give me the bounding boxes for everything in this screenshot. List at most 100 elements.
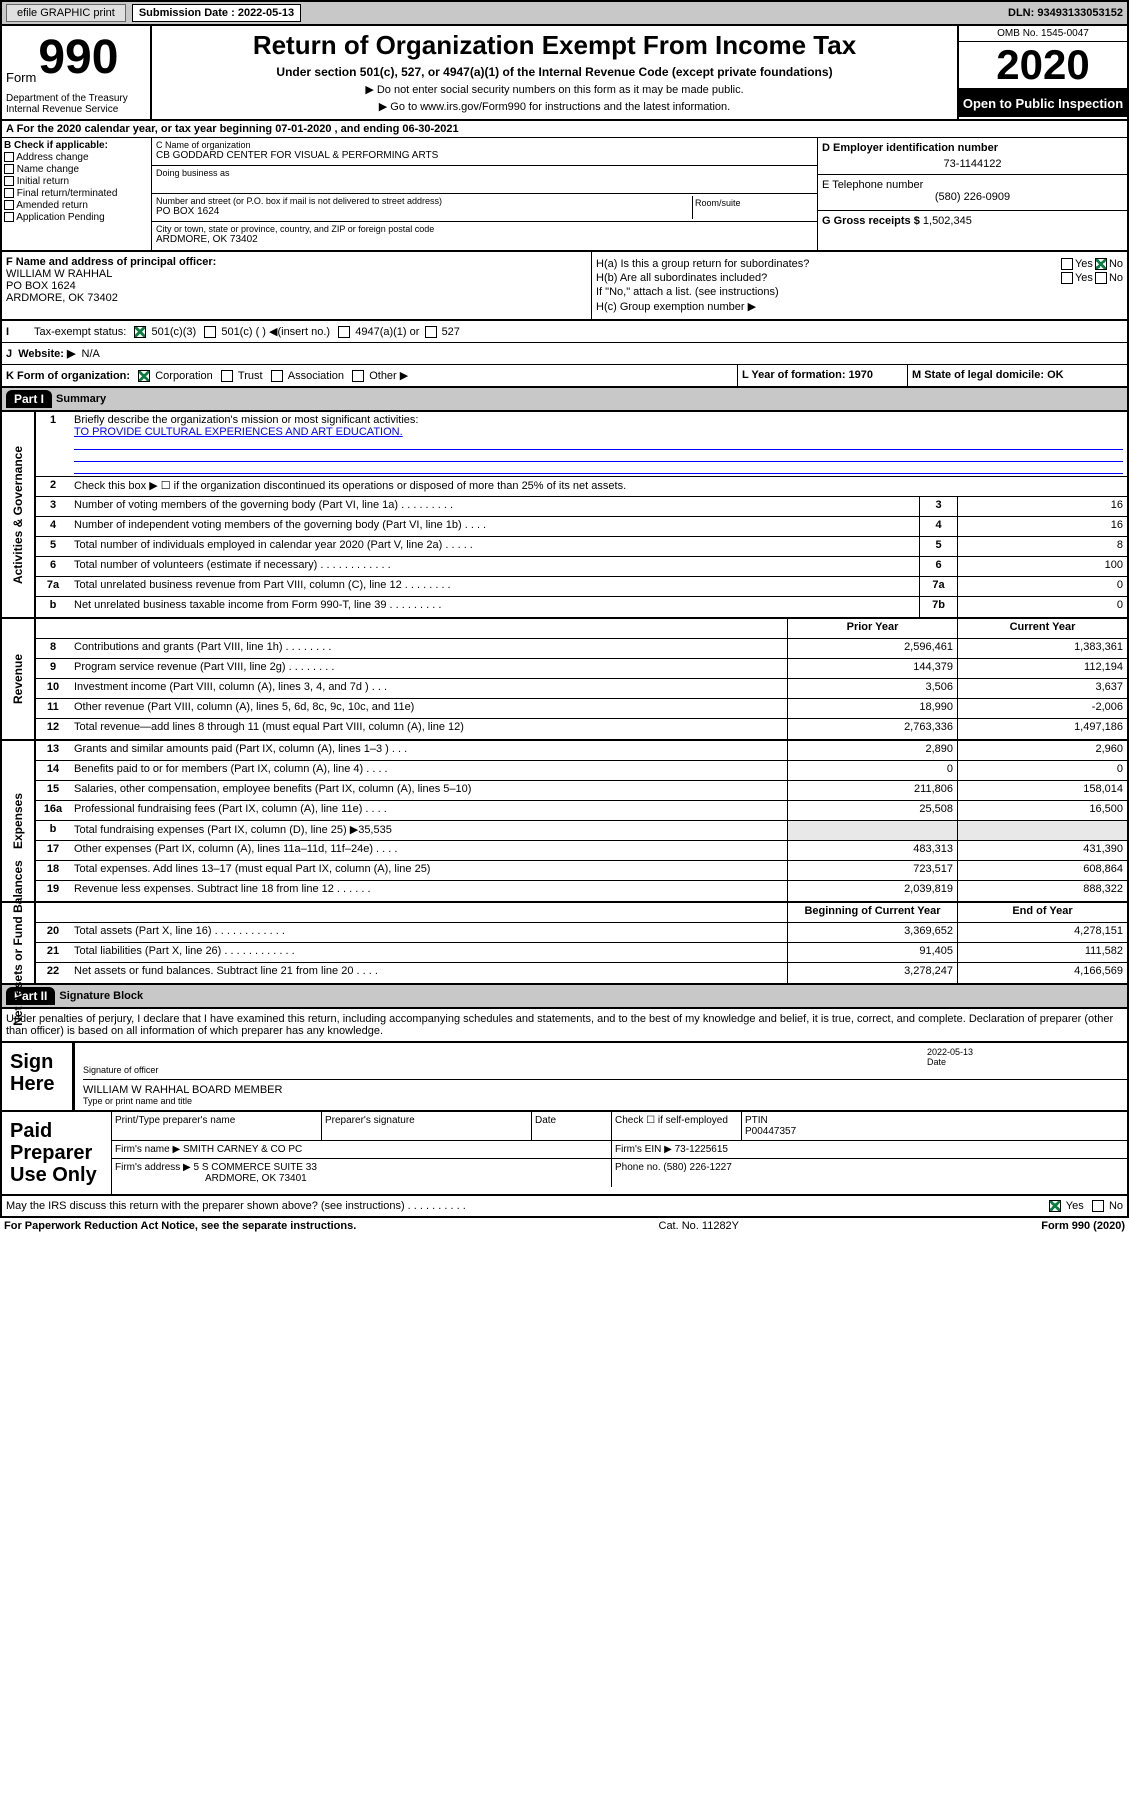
ha-label: H(a) Is this a group return for subordin… — [596, 258, 1059, 270]
line-7b-val: 0 — [957, 597, 1127, 617]
mission-text: TO PROVIDE CULTURAL EXPERIENCES AND ART … — [74, 426, 403, 438]
dept-treasury: Department of the Treasury Internal Reve… — [6, 93, 146, 115]
line-22-desc: Net assets or fund balances. Subtract li… — [70, 963, 787, 983]
cb-501c[interactable] — [204, 326, 216, 338]
line-9-prior: 144,379 — [787, 659, 957, 678]
cb-final-return[interactable]: Final return/terminated — [4, 188, 149, 199]
paperwork-footer: For Paperwork Reduction Act Notice, see … — [0, 1218, 1129, 1234]
form-footer: Form 990 (2020) — [1041, 1220, 1125, 1232]
gross-receipts-value: 1,502,345 — [923, 215, 972, 227]
line-15-prior: 211,806 — [787, 781, 957, 800]
firm-ein-label: Firm's EIN ▶ — [615, 1144, 672, 1155]
cb-501c3[interactable] — [134, 326, 146, 338]
q2-text: Check this box ▶ ☐ if the organization d… — [70, 477, 1127, 496]
ein-value: 73-1144122 — [822, 158, 1123, 170]
hb-no-cb[interactable] — [1095, 272, 1107, 284]
line-12-prior: 2,763,336 — [787, 719, 957, 739]
part-2-header: Part IISignature Block — [0, 985, 1129, 1009]
line-10-prior: 3,506 — [787, 679, 957, 698]
ha-no-cb[interactable] — [1095, 258, 1107, 270]
net-assets-section: Net Assets or Fund Balances Beginning of… — [0, 903, 1129, 985]
line-16a-curr: 16,500 — [957, 801, 1127, 820]
cb-trust[interactable] — [221, 370, 233, 382]
side-label-revenue: Revenue — [11, 654, 25, 704]
end-year-hdr: End of Year — [957, 903, 1127, 922]
line-10-desc: Investment income (Part VIII, column (A)… — [70, 679, 787, 698]
revenue-section: Revenue Prior YearCurrent Year 8Contribu… — [0, 619, 1129, 741]
efile-print-button[interactable]: efile GRAPHIC print — [6, 4, 126, 22]
subtitle-2b: ▶ Go to www.irs.gov/Form990 for instruct… — [156, 100, 953, 113]
f-label: F Name and address of principal officer: — [6, 256, 587, 268]
cb-527[interactable] — [425, 326, 437, 338]
line-16b-desc: Total fundraising expenses (Part IX, col… — [70, 821, 787, 840]
line-21-desc: Total liabilities (Part X, line 26) . . … — [70, 943, 787, 962]
expenses-section: Expenses 13Grants and similar amounts pa… — [0, 741, 1129, 903]
subtitle-1: Under section 501(c), 527, or 4947(a)(1)… — [156, 65, 953, 79]
open-inspection: Open to Public Inspection — [959, 90, 1127, 117]
prep-h1: Print/Type preparer's name — [112, 1112, 322, 1140]
line-11-curr: -2,006 — [957, 699, 1127, 718]
line-11-desc: Other revenue (Part VIII, column (A), li… — [70, 699, 787, 718]
cb-amended-return[interactable]: Amended return — [4, 200, 149, 211]
line-8-desc: Contributions and grants (Part VIII, lin… — [70, 639, 787, 658]
line-17-desc: Other expenses (Part IX, column (A), lin… — [70, 841, 787, 860]
submission-date: Submission Date : 2022-05-13 — [132, 4, 301, 22]
side-label-activities: Activities & Governance — [11, 446, 25, 584]
tel-label: E Telephone number — [822, 179, 1123, 191]
current-year-hdr: Current Year — [957, 619, 1127, 638]
line-14-desc: Benefits paid to or for members (Part IX… — [70, 761, 787, 780]
line-20-begin: 3,369,652 — [787, 923, 957, 942]
line-17-prior: 483,313 — [787, 841, 957, 860]
form-title: Return of Organization Exempt From Incom… — [156, 30, 953, 61]
hb-yes-cb[interactable] — [1061, 272, 1073, 284]
irs-discuss-row: May the IRS discuss this return with the… — [0, 1196, 1129, 1218]
firm-addr: 5 S COMMERCE SUITE 33 — [194, 1162, 317, 1173]
cb-address-change[interactable]: Address change — [4, 152, 149, 163]
sig-date: 2022-05-13 — [927, 1047, 1127, 1057]
line-9-curr: 112,194 — [957, 659, 1127, 678]
line-16b-curr — [957, 821, 1127, 840]
irs-no-cb[interactable] — [1092, 1200, 1104, 1212]
firm-addr2: ARDMORE, OK 73401 — [205, 1173, 307, 1184]
org-address: PO BOX 1624 — [156, 206, 692, 217]
gross-receipts-label: G Gross receipts $ — [822, 215, 920, 227]
line-16a-prior: 25,508 — [787, 801, 957, 820]
line-3-val: 16 — [957, 497, 1127, 516]
cb-4947[interactable] — [338, 326, 350, 338]
state-domicile: M State of legal domicile: OK — [907, 365, 1127, 386]
c-name-label: C Name of organization — [156, 140, 813, 150]
cb-name-change[interactable]: Name change — [4, 164, 149, 175]
sign-here-block: Sign Here Signature of officer 2022-05-1… — [0, 1043, 1129, 1112]
line-16a-desc: Professional fundraising fees (Part IX, … — [70, 801, 787, 820]
cb-app-pending[interactable]: Application Pending — [4, 212, 149, 223]
sig-officer-label: Signature of officer — [83, 1065, 158, 1075]
dba-label: Doing business as — [156, 168, 813, 178]
irs-yes-cb[interactable] — [1049, 1200, 1061, 1212]
subtitle-2a: ▶ Do not enter social security numbers o… — [156, 83, 953, 96]
line-19-prior: 2,039,819 — [787, 881, 957, 901]
form-number: 990 — [38, 30, 118, 85]
cb-initial-return[interactable]: Initial return — [4, 176, 149, 187]
activities-governance-section: Activities & Governance 1Briefly describ… — [0, 412, 1129, 619]
line-3-desc: Number of voting members of the governin… — [70, 497, 919, 516]
section-b-title: B Check if applicable: — [4, 140, 149, 151]
line-13-prior: 2,890 — [787, 741, 957, 760]
section-a: A For the 2020 calendar year, or tax yea… — [0, 121, 1129, 138]
cb-other[interactable] — [352, 370, 364, 382]
line-22-begin: 3,278,247 — [787, 963, 957, 983]
name-title-label: Type or print name and title — [83, 1096, 192, 1106]
firm-addr-label: Firm's address ▶ — [115, 1162, 191, 1173]
form-word: Form — [6, 70, 36, 85]
line-6-desc: Total number of volunteers (estimate if … — [70, 557, 919, 576]
cb-assoc[interactable] — [271, 370, 283, 382]
dln: DLN: 93493133053152 — [1008, 7, 1123, 19]
hb-label: H(b) Are all subordinates included? — [596, 272, 1059, 284]
cb-corp[interactable] — [138, 370, 150, 382]
line-21-begin: 91,405 — [787, 943, 957, 962]
prep-h5: PTIN — [745, 1115, 768, 1126]
ha-yes-cb[interactable] — [1061, 258, 1073, 270]
line-19-curr: 888,322 — [957, 881, 1127, 901]
year-formation: L Year of formation: 1970 — [737, 365, 907, 386]
org-name: CB GODDARD CENTER FOR VISUAL & PERFORMIN… — [156, 150, 813, 161]
tax-exempt-label: Tax-exempt status: — [34, 326, 126, 338]
